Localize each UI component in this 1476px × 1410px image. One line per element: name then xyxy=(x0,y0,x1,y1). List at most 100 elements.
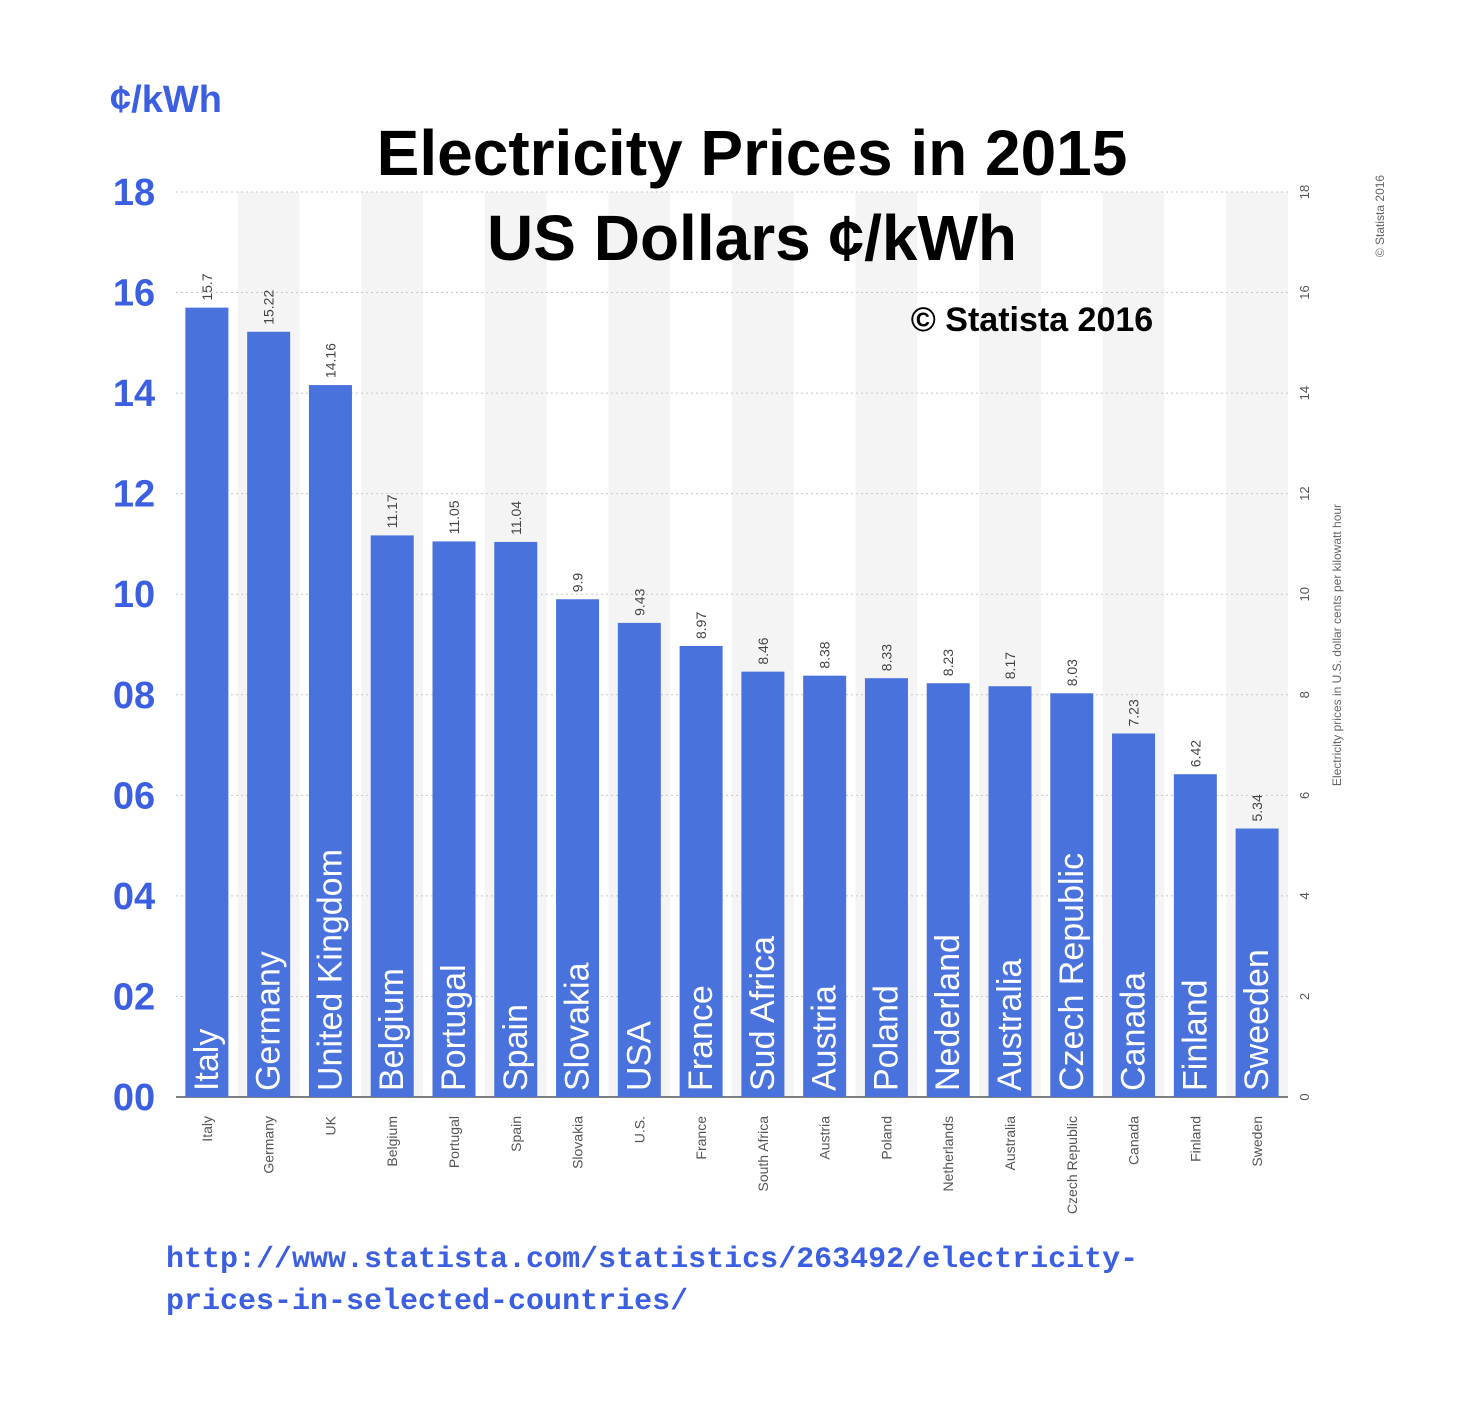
bar[interactable] xyxy=(741,671,785,1097)
bar[interactable] xyxy=(988,686,1032,1097)
bar-overlay-label: Australia xyxy=(991,959,1029,1091)
bar-overlay-label: Slovakia xyxy=(559,962,597,1091)
left-tick-label: 14 xyxy=(113,373,155,415)
chart-title-line-1: Electricity Prices in 2015 xyxy=(377,117,1128,189)
left-tick-label: 10 xyxy=(113,574,155,616)
bar[interactable] xyxy=(617,622,661,1097)
bar[interactable] xyxy=(679,646,723,1097)
data-label: 8.38 xyxy=(817,641,833,668)
bar-overlay-label: Portugal xyxy=(435,964,473,1091)
bar[interactable] xyxy=(1112,733,1156,1097)
left-tick-label: 16 xyxy=(113,273,155,315)
data-label: 8.23 xyxy=(940,649,956,676)
right-tick-label: 10 xyxy=(1297,587,1312,601)
category-tick-label: Germany xyxy=(261,1116,277,1174)
bar[interactable] xyxy=(1235,828,1279,1097)
bar[interactable] xyxy=(308,385,352,1098)
bar[interactable] xyxy=(247,331,291,1097)
bar[interactable] xyxy=(185,307,229,1097)
bar-overlay-label: USA xyxy=(620,1021,658,1091)
bar[interactable] xyxy=(926,683,970,1097)
left-tick-label: 02 xyxy=(113,976,155,1018)
category-tick-label: Finland xyxy=(1187,1116,1203,1162)
category-tick-label: South Africa xyxy=(755,1116,771,1192)
bar[interactable] xyxy=(1173,774,1217,1097)
category-tick-label: Slovakia xyxy=(570,1116,586,1169)
left-tick-label: 08 xyxy=(113,675,155,717)
category-tick-label: Belgium xyxy=(384,1116,400,1167)
data-label: 11.17 xyxy=(384,494,400,528)
right-tick-label: 2 xyxy=(1297,993,1312,1000)
right-tick-label: 6 xyxy=(1297,792,1312,799)
category-tick-label: Australia xyxy=(1002,1116,1018,1171)
bars: Italy 15.7 Germany 15.22 United Kingdom 14.16… xyxy=(185,273,1279,1098)
category-tick-label: UK xyxy=(322,1115,338,1135)
data-label: 8.97 xyxy=(693,612,709,639)
bar[interactable] xyxy=(864,678,908,1097)
data-label: 9.43 xyxy=(631,588,647,615)
source-link-line-2[interactable]: prices-in-selected-countries/ xyxy=(166,1285,688,1319)
bar[interactable] xyxy=(556,599,600,1097)
right-tick-label: 8 xyxy=(1297,691,1312,698)
bar-overlay-label: Spain xyxy=(497,1004,535,1091)
bar-overlay-label: Italy xyxy=(188,1029,226,1091)
data-label: 8.17 xyxy=(1002,652,1018,679)
left-tick-label: 00 xyxy=(113,1077,155,1119)
bar[interactable] xyxy=(432,541,476,1097)
data-label: 15.7 xyxy=(199,273,215,300)
data-label: 8.03 xyxy=(1064,659,1080,686)
data-label: 6.42 xyxy=(1187,740,1203,767)
left-tick-label: 06 xyxy=(113,775,155,817)
copyright-label: © Statista 2016 xyxy=(911,301,1153,339)
left-y-axis: 00 02 04 06 08 10 12 14 16 18 xyxy=(113,172,155,1119)
category-tick-label: Spain xyxy=(508,1116,524,1152)
bar-overlay-label: Nederland xyxy=(929,934,967,1091)
data-label: 5.34 xyxy=(1249,794,1265,821)
right-tick-label: 14 xyxy=(1297,386,1312,400)
data-label: 11.05 xyxy=(446,500,462,534)
data-label: 11.04 xyxy=(508,501,524,535)
left-tick-label: 04 xyxy=(113,876,155,918)
unit-label: ¢/kWh xyxy=(110,79,222,121)
bar-overlay-label: Czech Republic xyxy=(1053,853,1091,1091)
left-tick-label: 18 xyxy=(113,172,155,214)
gridlines xyxy=(176,191,1288,1098)
right-y-axis: 0 2 4 6 8 10 12 14 16 18 xyxy=(1297,185,1312,1101)
right-axis-title: Electricity prices in U.S. dollar cents … xyxy=(1330,504,1344,786)
side-credit: © Statista 2016 xyxy=(1373,175,1387,258)
x-axis-categories: Italy Germany UK Belgium Portugal Spain Slovak… xyxy=(199,1115,1265,1214)
bar-overlay-label: Finland xyxy=(1176,979,1214,1091)
data-label: 14.16 xyxy=(322,343,338,378)
category-tick-label: France xyxy=(693,1116,709,1160)
bar-overlay-label: Belgium xyxy=(373,968,411,1091)
bar-overlay-label: Canada xyxy=(1115,972,1153,1091)
right-tick-label: 18 xyxy=(1297,185,1312,199)
right-tick-label: 12 xyxy=(1297,486,1312,500)
bar[interactable] xyxy=(803,675,847,1097)
source-link-line-1[interactable]: http://www.statista.com/statistics/26349… xyxy=(166,1243,1138,1277)
bar-overlay-label: Sud Africa xyxy=(744,936,782,1091)
category-tick-label: Poland xyxy=(878,1116,894,1160)
category-tick-label: Netherlands xyxy=(940,1116,956,1192)
category-tick-label: Portugal xyxy=(446,1116,462,1168)
bar-overlay-label: Poland xyxy=(867,985,905,1091)
bar-overlay-label: France xyxy=(682,985,720,1091)
chart-title-line-2: US Dollars ¢/kWh xyxy=(487,202,1017,274)
data-label: 8.33 xyxy=(878,644,894,671)
data-label: 9.9 xyxy=(570,573,586,593)
data-label: 7.23 xyxy=(1126,699,1142,726)
category-tick-label: Czech Republic xyxy=(1064,1116,1080,1214)
bar-overlay-label: Austria xyxy=(806,985,844,1091)
left-tick-label: 12 xyxy=(113,474,155,516)
category-tick-label: Austria xyxy=(817,1116,833,1160)
data-label: 15.22 xyxy=(261,290,277,325)
bar[interactable] xyxy=(370,535,414,1097)
right-tick-label: 4 xyxy=(1297,892,1312,899)
bar-overlay-label: Sweeden xyxy=(1238,949,1276,1091)
right-tick-label: 0 xyxy=(1297,1093,1312,1100)
category-tick-label: Sweden xyxy=(1249,1116,1265,1167)
category-tick-label: Italy xyxy=(199,1116,215,1142)
bar[interactable] xyxy=(1050,693,1094,1097)
bar[interactable] xyxy=(494,541,538,1097)
